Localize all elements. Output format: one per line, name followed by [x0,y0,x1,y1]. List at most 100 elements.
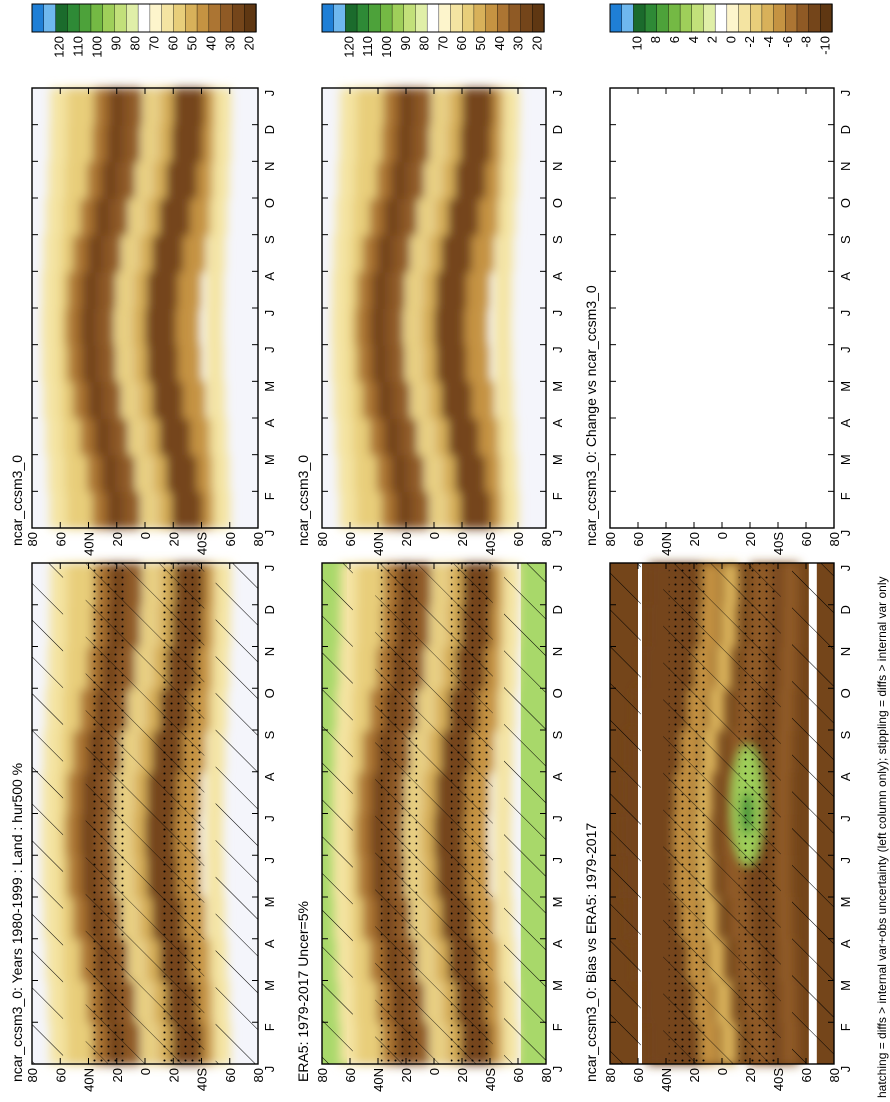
field-cell [496,234,514,273]
field-cell [137,381,155,419]
lat-tick-label: 80 [251,1068,266,1082]
lat-tick-label: 20 [455,532,470,546]
month-tick-label: A [838,772,853,781]
field-cell [212,454,230,493]
colorbar-tick-label: 60 [165,36,180,50]
month-tick-label: N [262,647,277,656]
colorbar-segment [508,3,522,33]
month-tick-label: J [838,565,853,572]
colorbar-tick-label: 50 [184,36,199,50]
field-cell [42,344,66,383]
colorbar-segment [78,3,92,33]
colorbar: 120 110 100 90 80 70 60 50 40 30 20 [321,3,545,58]
field-cell [412,124,430,163]
field-cell [498,198,516,236]
month-tick-label: D [838,125,853,134]
month-tick-label: J [550,857,565,864]
colorbar-tick-label: 2 [705,36,720,43]
field-cell [466,271,490,309]
colorbar-segment [808,3,822,33]
field-cell [209,418,227,456]
colorbar: 120 110 100 90 80 70 60 50 40 30 20 [31,3,257,58]
colorbar-segment [438,3,452,33]
colorbar-frame [609,3,833,33]
field-cell [406,271,421,309]
colorbar-segment [391,3,405,33]
lat-tick-label: 20 [166,532,181,546]
field-cell [500,454,518,493]
colorbar-tick-label: 110 [360,36,375,57]
field-cell [471,234,495,273]
colorbar-segment [726,3,740,33]
month-tick-label: A [838,272,853,281]
colorbar-segment [750,3,763,33]
field-cell [212,161,230,199]
field-cell [427,234,444,273]
field-cell [206,271,224,309]
colorbar-segment [656,3,670,33]
field-cell [176,308,199,346]
panel-title: ncar_ccsm3_0: Years 1980-1999 : Land : h… [9,763,25,1082]
colorbar-segment [380,3,393,33]
lat-tick-label: 80 [827,1068,842,1082]
colorbar-segment [403,3,417,33]
field-cell [448,88,465,126]
field-cell [502,88,520,126]
field-cell [143,88,158,126]
field-bands [331,88,520,529]
colorbar-tick-label: 8 [648,36,663,43]
colorbar-tick-label: 80 [417,36,432,50]
lat-tick-label: 20 [399,1068,414,1082]
panel-3: ERA5: 1979-2017 Uncer=5% 80 60 40N 20 0 20 40S 6… [295,562,565,1092]
field-cell [333,234,357,273]
stippling-south [450,563,490,1064]
month-tick-label: O [262,688,277,698]
field-cell [183,234,206,273]
field-cell [471,381,495,419]
month-tick-label: D [262,605,277,614]
field-cell [333,381,357,419]
month-tick-label: S [838,730,853,739]
colorbar-segment [368,3,382,33]
month-tick-label: S [838,235,853,244]
field-cell [331,308,355,346]
lat-tick-label: 80 [827,532,842,546]
field-cell [106,124,129,163]
colorbar-segment [691,3,705,33]
month-tick-label: M [550,980,565,991]
field-cell [42,271,66,309]
colorbar-segment [497,3,510,33]
colorbar-segment [114,3,128,33]
colorbar-segment [485,3,498,33]
field-cell [502,124,519,163]
field-cell [66,491,95,529]
colorbar-segment [321,3,335,33]
colorbar-segment [345,3,358,33]
month-tick-label: A [550,772,565,781]
field-cell [132,344,150,383]
month-tick-label: N [262,162,277,171]
field-cell [104,381,121,419]
field-cell [434,418,451,456]
lat-tick-label: 40S [195,532,210,555]
month-tick-label: F [550,1023,565,1031]
month-tick-label: J [838,1066,853,1073]
panel-2: ncar_ccsm3_0 80 60 40N 20 0 20 40S 60 80JFMAMJJAS… [9,87,277,556]
lat-tick-label: 40S [771,532,786,555]
month-tick-label: A [262,272,277,281]
field-cell [152,454,170,493]
colorbar-segment [43,3,57,33]
field-cell [421,344,439,383]
field-cell [412,491,430,529]
field-cell [81,271,105,309]
field-cell [129,418,144,456]
colorbar-segment [67,3,80,33]
field-cell [414,88,432,126]
field-cell [118,161,136,199]
hatching-south [504,563,546,1064]
lat-tick-label: 60 [223,1068,238,1082]
month-tick-label: S [262,730,277,739]
month-tick-label: J [550,310,565,317]
month-tick-label: J [550,90,565,97]
stippling-north [380,563,418,1064]
